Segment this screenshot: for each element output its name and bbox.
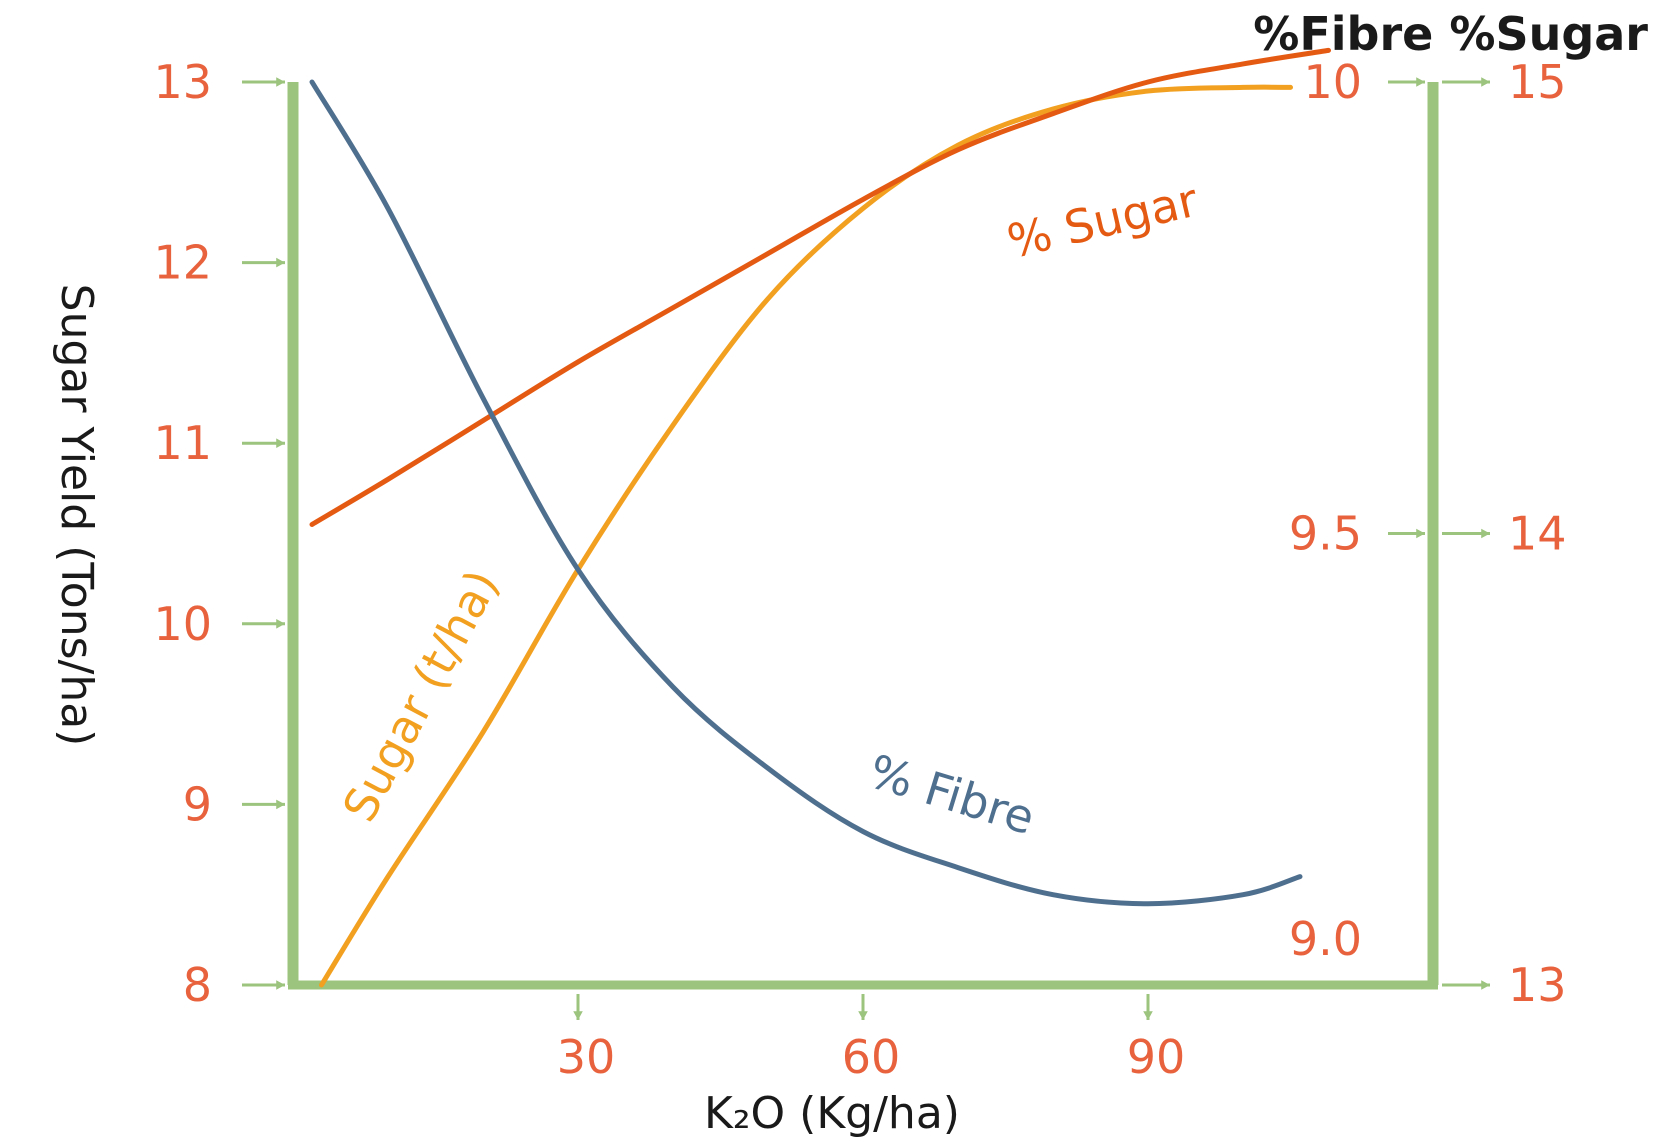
y-left-tick-label: 13 <box>153 55 212 109</box>
x-axis-title: K₂O (Kg/ha) <box>704 1088 960 1139</box>
series-label: % Fibre <box>863 744 1041 845</box>
x-tick-arrow <box>858 1002 868 1020</box>
axis-frame <box>287 82 1439 990</box>
left-tick-arrow <box>242 257 285 268</box>
x-tick-label: 60 <box>842 1030 901 1084</box>
y-fibre-tick-label: 9.5 <box>1289 507 1362 561</box>
left-tick-arrow <box>242 438 285 448</box>
left-tick-arrow <box>242 980 285 990</box>
y-left-tick-label: 10 <box>153 597 212 651</box>
sugar-pct-tick-arrow <box>1442 77 1490 87</box>
y-left-tick-label: 12 <box>153 236 212 290</box>
series-labels: Sugar (t/ha) % Sugar % Fibre <box>332 173 1203 845</box>
fibre-tick-arrow <box>1388 77 1425 87</box>
sugar-pct-tick-arrow <box>1442 980 1490 990</box>
y-fibre-tick-label: 10 <box>1303 55 1362 109</box>
y-left-tick-label: 11 <box>153 416 212 470</box>
series-lines <box>309 47 1331 988</box>
x-tick-arrow <box>573 1002 583 1020</box>
y-axis-title: Sugar Yield (Tons/ha) <box>51 284 102 747</box>
x-tick-label: 30 <box>557 1030 616 1084</box>
y-fibre-tick-label: 9.0 <box>1289 912 1362 966</box>
left-tick-arrow <box>242 77 285 87</box>
y-left-tick-label: 8 <box>183 958 212 1012</box>
series-label: % Sugar <box>1002 173 1202 269</box>
fibre-tick-arrow <box>1388 528 1425 539</box>
series-label: Sugar (t/ha) <box>332 561 509 830</box>
y-sugar-pct-tick-label: 14 <box>1508 507 1567 561</box>
left-tick-arrow <box>242 799 285 810</box>
ticks: 13 12 11 10 9 8 30 60 90 10 9.5 9.0 15 14 13 <box>153 55 1566 1084</box>
y-sugar-pct-tick-label: 13 <box>1508 958 1567 1012</box>
series-line <box>309 47 1331 527</box>
left-tick-arrow <box>242 619 285 629</box>
series-line <box>319 84 1293 988</box>
x-tick-label: 90 <box>1127 1030 1186 1084</box>
sugar-pct-tick-arrow <box>1442 528 1490 539</box>
series-line <box>309 79 1303 907</box>
x-tick-arrow <box>1143 1002 1153 1020</box>
y-left-tick-label: 9 <box>183 777 212 831</box>
y-sugar-pct-tick-label: 15 <box>1508 55 1567 109</box>
